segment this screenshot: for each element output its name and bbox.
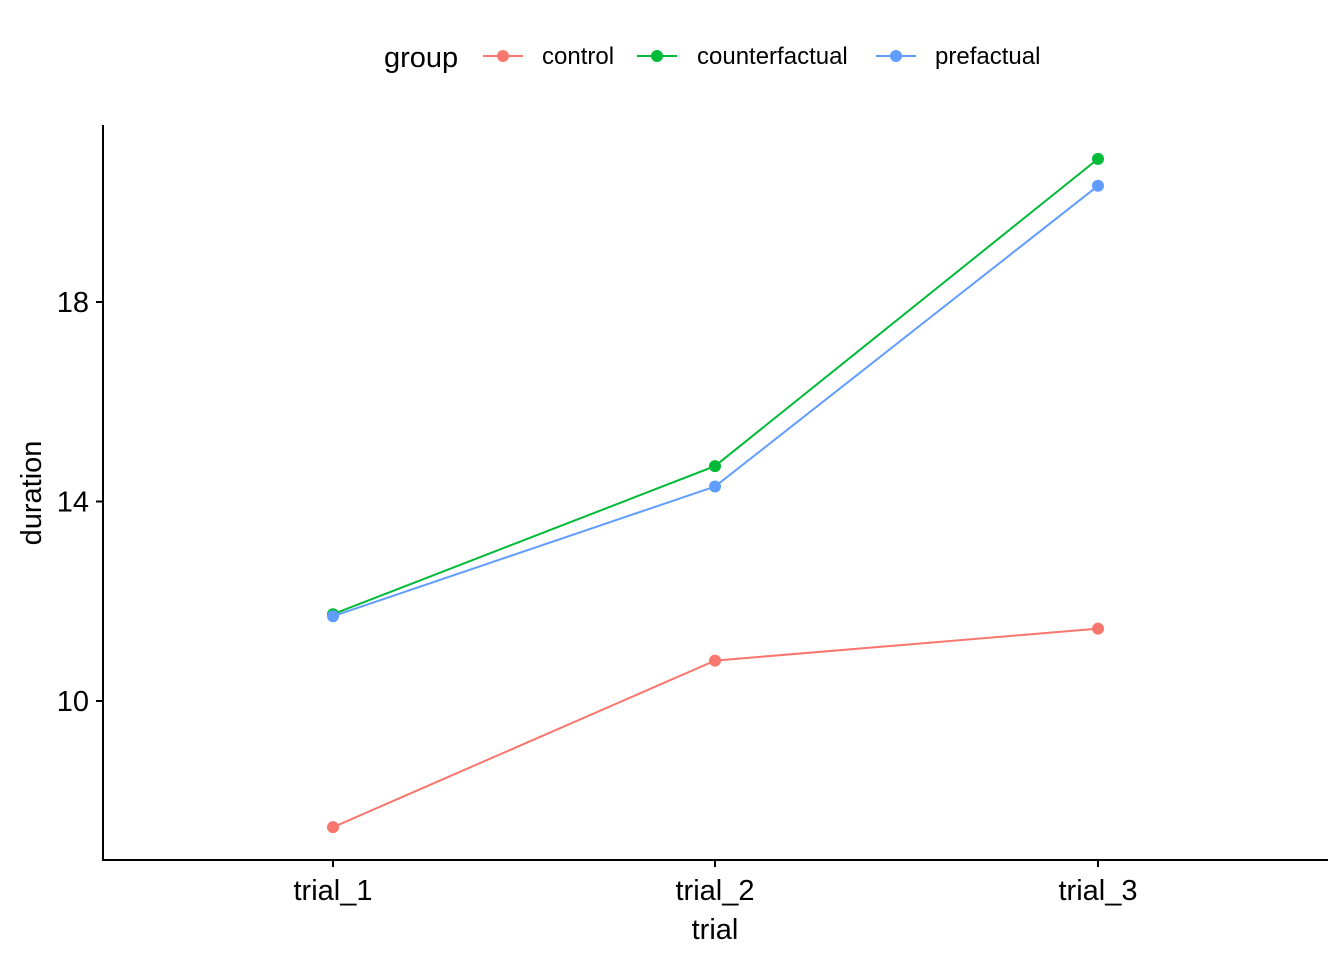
legend-item-counterfactual: counterfactual (637, 43, 848, 70)
data-point-prefactual (1092, 179, 1104, 192)
legend-label: control (542, 43, 614, 70)
legend-item-control: control (483, 43, 614, 70)
x-ticks: trial_1 trial_2 trial_3 (294, 860, 1138, 907)
x-tick-label: trial_3 (1059, 875, 1138, 907)
y-tick-label: 18 (57, 287, 89, 319)
data-point-prefactual (327, 610, 339, 623)
data-point-control (709, 654, 721, 667)
legend-items: control counterfactual prefactual (483, 43, 1040, 70)
x-tick-label: trial_1 (294, 875, 373, 907)
legend-title: group (384, 42, 458, 74)
series-prefactual (327, 179, 1104, 623)
y-ticks: 10 14 18 (57, 287, 103, 718)
legend-label: counterfactual (697, 43, 848, 70)
x-axis-title: trial (692, 914, 739, 946)
y-axis-title: duration (16, 441, 48, 546)
x-tick-label: trial_2 (676, 875, 755, 907)
series-layer (327, 152, 1104, 834)
data-point-control (1092, 622, 1104, 635)
series-counterfactual (327, 152, 1104, 621)
data-point-counterfactual (709, 460, 721, 473)
data-point-control (327, 821, 339, 834)
series-line-counterfactual (332, 158, 1099, 616)
data-point-prefactual (709, 480, 721, 493)
legend-item-prefactual: prefactual (876, 43, 1040, 70)
legend-key-point (651, 50, 663, 62)
legend-label: prefactual (935, 43, 1040, 70)
legend: group control counterfactual prefactual (384, 42, 1040, 74)
series-control (327, 622, 1104, 834)
y-tick-label: 14 (57, 487, 89, 519)
data-point-counterfactual (1092, 152, 1104, 165)
y-tick-label: 10 (57, 686, 89, 718)
legend-key-point (890, 50, 902, 62)
legend-key-point (497, 50, 509, 62)
